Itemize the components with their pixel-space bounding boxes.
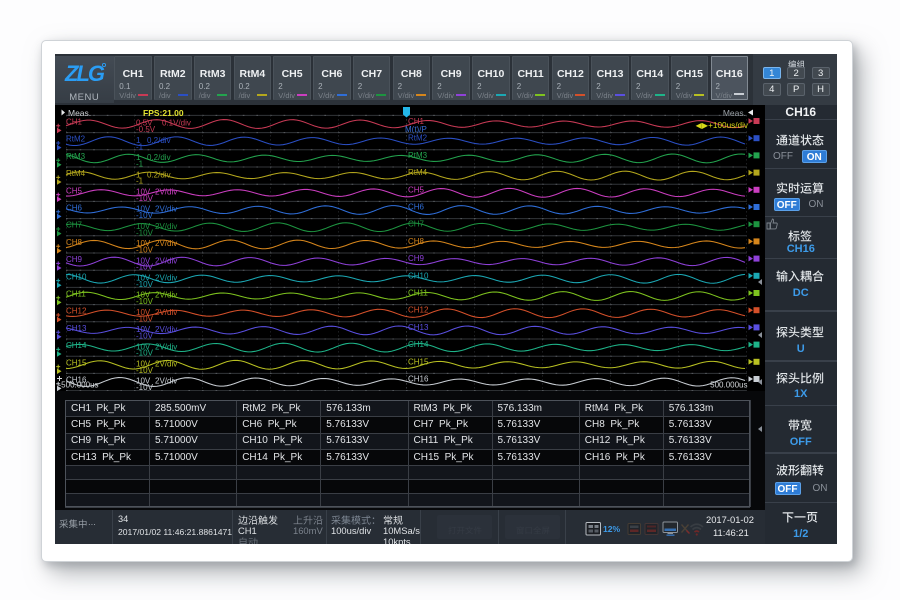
svg-text:2V/div: 2V/div xyxy=(155,342,177,351)
svg-text:RtM4: RtM4 xyxy=(408,168,428,177)
svg-text:CH6: CH6 xyxy=(408,202,425,211)
svg-text:M(t)/P: M(t)/P xyxy=(405,125,427,134)
svg-text:RtM3: RtM3 xyxy=(408,150,428,159)
svg-text:CH14: CH14 xyxy=(66,341,87,350)
svg-text:CH16: CH16 xyxy=(66,375,87,384)
svg-text:-10V: -10V xyxy=(136,228,154,237)
svg-text:2V/div: 2V/div xyxy=(155,307,177,316)
svg-text:-10V: -10V xyxy=(136,365,154,374)
svg-text:-10V: -10V xyxy=(136,331,154,340)
svg-text:CH5: CH5 xyxy=(408,185,425,194)
svg-text:-10V: -10V xyxy=(136,383,154,391)
svg-text:CH12: CH12 xyxy=(408,305,429,314)
svg-text:CH10: CH10 xyxy=(408,271,429,280)
svg-text:◀▶+100us/div: ◀▶+100us/div xyxy=(696,121,749,130)
svg-text:Meas.: Meas. xyxy=(723,107,746,117)
svg-text:RtM4: RtM4 xyxy=(66,169,86,178)
svg-text:CH15: CH15 xyxy=(408,357,429,366)
svg-text:-10V: -10V xyxy=(136,193,154,202)
svg-text:-10V: -10V xyxy=(136,211,154,220)
svg-text:CH1: CH1 xyxy=(66,117,83,126)
svg-text:CH1: CH1 xyxy=(408,117,425,126)
svg-text:CH9: CH9 xyxy=(408,254,425,263)
svg-text:2V/div: 2V/div xyxy=(155,221,177,230)
svg-text:0.2/div: 0.2/div xyxy=(147,153,171,162)
svg-text:-10V: -10V xyxy=(136,245,154,254)
svg-text:10V: 10V xyxy=(136,204,151,213)
svg-text:-10V: -10V xyxy=(136,279,154,288)
svg-text:CH7: CH7 xyxy=(408,219,425,228)
svg-text:CH8: CH8 xyxy=(408,236,425,245)
svg-text:2V/div: 2V/div xyxy=(155,359,177,368)
svg-text:0.2/div: 0.2/div xyxy=(147,170,171,179)
svg-text:0.1V/div: 0.1V/div xyxy=(162,118,191,127)
svg-text:2V/div: 2V/div xyxy=(155,239,177,248)
svg-text:10V: 10V xyxy=(136,290,151,299)
svg-text:CH13: CH13 xyxy=(66,323,87,332)
svg-text:CH13: CH13 xyxy=(408,322,429,331)
svg-text:ZLG: ZLG xyxy=(64,61,105,86)
svg-text:0.5V: 0.5V xyxy=(136,118,153,127)
svg-text:-10V: -10V xyxy=(136,314,154,323)
svg-text:-10V: -10V xyxy=(136,297,154,306)
svg-text:-0.5V: -0.5V xyxy=(136,125,156,134)
svg-text:500.000us: 500.000us xyxy=(710,380,747,389)
svg-text:10V: 10V xyxy=(136,273,151,282)
svg-text:RtM3: RtM3 xyxy=(66,151,86,160)
svg-text:-10V: -10V xyxy=(136,262,154,271)
svg-text:2V/div: 2V/div xyxy=(155,187,177,196)
svg-text:10V: 10V xyxy=(136,307,151,316)
svg-text:CH15: CH15 xyxy=(66,358,87,367)
svg-text:2V/div: 2V/div xyxy=(155,325,177,334)
svg-text:1: 1 xyxy=(136,135,141,144)
svg-text:CH11: CH11 xyxy=(66,289,86,298)
svg-text:CH6: CH6 xyxy=(66,203,83,212)
svg-text:10V: 10V xyxy=(136,239,151,248)
svg-text:RtM2: RtM2 xyxy=(66,134,86,143)
svg-text:2V/div: 2V/div xyxy=(155,204,177,213)
svg-text:10V: 10V xyxy=(136,359,151,368)
svg-text:10V: 10V xyxy=(136,342,151,351)
svg-text:10V: 10V xyxy=(136,256,151,265)
svg-text:CH12: CH12 xyxy=(66,306,87,315)
svg-text:1: 1 xyxy=(136,153,141,162)
svg-text:CH16: CH16 xyxy=(408,374,429,383)
svg-text:0.2/div: 0.2/div xyxy=(147,135,171,144)
svg-text:2V/div: 2V/div xyxy=(155,376,177,385)
svg-text:-1: -1 xyxy=(136,176,144,185)
svg-text:FPS:21.00: FPS:21.00 xyxy=(143,108,184,118)
svg-text:CH11: CH11 xyxy=(408,288,428,297)
svg-text:CH10: CH10 xyxy=(66,272,87,281)
svg-text:CH9: CH9 xyxy=(66,255,83,264)
svg-text:10V: 10V xyxy=(136,376,151,385)
svg-text:10V: 10V xyxy=(136,187,151,196)
svg-text:CH7: CH7 xyxy=(66,220,83,229)
svg-text:2V/div: 2V/div xyxy=(155,273,177,282)
svg-text:-1: -1 xyxy=(136,159,144,168)
svg-text:10V: 10V xyxy=(136,221,151,230)
svg-text:-500.000us: -500.000us xyxy=(59,380,99,389)
svg-text:CH5: CH5 xyxy=(66,186,83,195)
svg-text:-1: -1 xyxy=(136,142,144,151)
svg-text:-10V: -10V xyxy=(136,348,154,357)
svg-text:Meas.: Meas. xyxy=(68,107,91,117)
svg-text:2V/div: 2V/div xyxy=(155,256,177,265)
svg-text:RtM2: RtM2 xyxy=(408,133,428,142)
svg-text:10V: 10V xyxy=(136,325,151,334)
svg-text:1: 1 xyxy=(136,170,141,179)
svg-text:CH8: CH8 xyxy=(66,237,83,246)
svg-text:2V/div: 2V/div xyxy=(155,290,177,299)
svg-text:CH14: CH14 xyxy=(408,340,429,349)
